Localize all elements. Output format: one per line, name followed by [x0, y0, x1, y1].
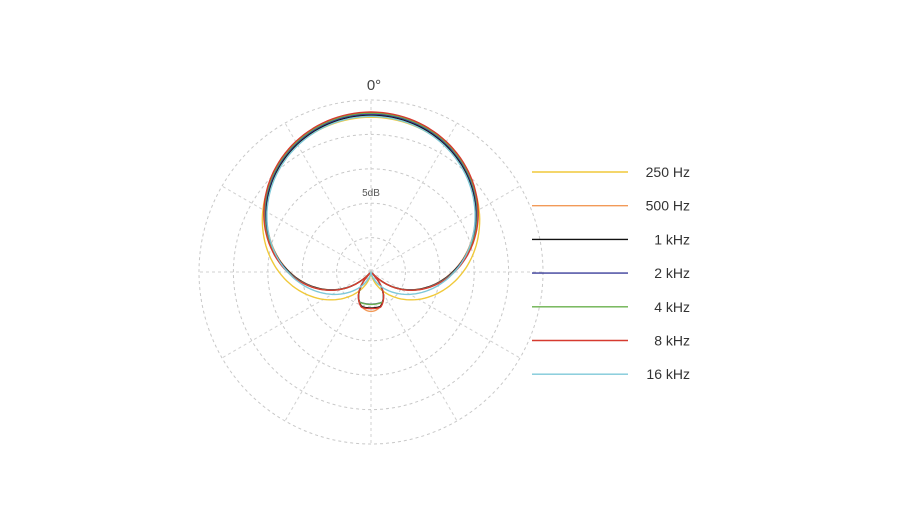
response-curves: [261, 111, 481, 313]
grid-ring: [232, 133, 510, 411]
legend-label: 4 kHz: [654, 299, 690, 315]
legend-label: 500 Hz: [646, 198, 690, 214]
response-curve-16-khz: [266, 115, 476, 296]
grid-spoke: [370, 185, 521, 273]
grid-spoke: [284, 122, 372, 273]
grid-spoke: [370, 122, 458, 273]
grid-ring: [198, 99, 544, 445]
legend: 250 Hz 500 Hz 1 kHz 2 kHz 4 kHz 8 kHz 16 kHz: [532, 164, 690, 382]
legend-label: 250 Hz: [646, 164, 690, 180]
grid-spoke: [370, 271, 458, 422]
legend-label: 2 kHz: [654, 265, 690, 281]
grid-spoke: [221, 185, 372, 273]
polar-grid: [198, 99, 544, 445]
legend-label: 16 kHz: [646, 366, 690, 382]
angle-label-0: 0°: [367, 77, 381, 94]
ring-label-5db: 5dB: [362, 188, 380, 199]
legend-label: 8 kHz: [654, 333, 690, 349]
legend-label: 1 kHz: [654, 231, 690, 247]
grid-ring: [336, 237, 406, 307]
grid-spoke: [284, 271, 372, 422]
grid-spoke: [370, 271, 521, 359]
response-curve-8-khz: [263, 111, 479, 310]
grid-spoke: [221, 271, 372, 359]
